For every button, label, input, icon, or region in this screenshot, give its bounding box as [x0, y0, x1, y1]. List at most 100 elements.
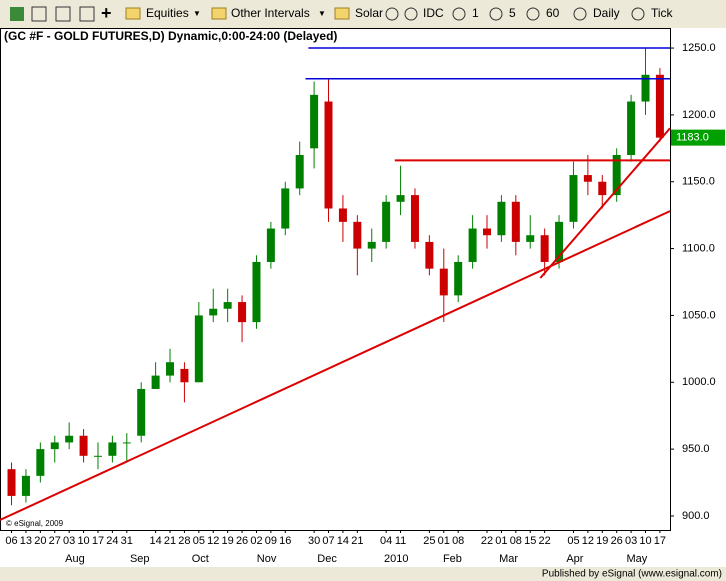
y-tick-label: 1150.0: [682, 176, 715, 188]
candle-body: [122, 442, 131, 444]
folder-icon: [211, 7, 227, 20]
candle-body: [598, 181, 607, 196]
month-label: May: [626, 553, 647, 565]
x-tick-label: 22: [481, 535, 493, 547]
x-tick-label: 14: [149, 535, 161, 547]
dropdown-arrow[interactable]: ▼: [318, 9, 326, 18]
candle-body: [655, 74, 664, 138]
candle-body: [324, 101, 333, 209]
x-tick-label: 04: [380, 535, 392, 547]
month-label: Dec: [317, 553, 337, 565]
month-label: Apr: [566, 553, 583, 565]
x-tick-label: 08: [510, 535, 522, 547]
folder-icon: [334, 7, 350, 20]
x-tick-label: 25: [423, 535, 435, 547]
y-tick-label: 900.0: [682, 510, 710, 522]
icon: [489, 7, 503, 21]
x-tick-label: 14: [337, 535, 349, 547]
candle-body: [396, 195, 405, 202]
candle-body: [555, 221, 564, 262]
menu[interactable]: Equities: [146, 6, 189, 20]
candle-body: [540, 235, 549, 262]
x-tick-label: 12: [582, 535, 594, 547]
icon[interactable]: [79, 6, 95, 22]
candle-body: [21, 475, 30, 496]
x-tick-label: 22: [539, 535, 551, 547]
icon[interactable]: +: [101, 3, 112, 23]
x-tick-label: 15: [524, 535, 536, 547]
candle-body: [569, 175, 578, 222]
x-tick-label: 03: [63, 535, 75, 547]
footer: Published by eSignal (www.esignal.com): [542, 569, 722, 580]
x-tick-label: 05: [567, 535, 579, 547]
x-tick-label: 21: [351, 535, 363, 547]
x-tick-label: 03: [625, 535, 637, 547]
candle-body: [627, 101, 636, 156]
icon[interactable]: [31, 6, 47, 22]
x-tick-label: 10: [639, 535, 651, 547]
candle-body: [209, 308, 218, 316]
candle-body: [382, 201, 391, 242]
month-label: Oct: [192, 553, 209, 565]
candle-body: [166, 362, 175, 376]
x-tick-label: 01: [438, 535, 450, 547]
candle-body: [50, 442, 59, 450]
month-label: Feb: [443, 553, 462, 565]
chart-title: (GC #F - GOLD FUTURES,D) Dynamic,0:00-24…: [4, 29, 337, 43]
icon[interactable]: [55, 6, 71, 22]
candle-body: [454, 261, 463, 296]
candle-body: [583, 175, 592, 182]
interval[interactable]: Tick: [651, 6, 674, 20]
icon[interactable]: [10, 7, 24, 21]
y-tick-label: 1000.0: [682, 376, 716, 388]
icon[interactable]: [385, 7, 399, 21]
candle-body: [483, 228, 492, 236]
x-tick-label: 27: [49, 535, 61, 547]
x-tick-label: 02: [250, 535, 262, 547]
trend-line: [539, 127, 671, 279]
dropdown-arrow[interactable]: ▼: [193, 9, 201, 18]
candle-body: [65, 435, 74, 443]
toolbar: [0, 0, 726, 28]
x-tick-label: 12: [207, 535, 219, 547]
x-tick-label: 17: [92, 535, 104, 547]
candle-body: [137, 388, 146, 436]
x-tick-label: 06: [5, 535, 17, 547]
interval[interactable]: 5: [509, 6, 516, 20]
x-tick-label: 10: [77, 535, 89, 547]
candle-body: [310, 94, 319, 149]
icon: [573, 7, 587, 21]
candle-body: [36, 449, 45, 476]
watermark: © eSignal, 2009: [6, 519, 64, 528]
x-tick-label: 09: [265, 535, 277, 547]
symbol[interactable]: IDC: [423, 6, 444, 20]
menu[interactable]: Other Intervals: [231, 6, 310, 20]
x-tick-label: 28: [178, 535, 190, 547]
candle-body: [266, 228, 275, 262]
interval[interactable]: Daily: [593, 6, 620, 20]
interval[interactable]: 1: [472, 6, 479, 20]
trend-line: [0, 210, 671, 521]
candle-body: [641, 74, 650, 102]
candle-body: [526, 235, 535, 242]
candle-body: [295, 155, 304, 189]
icon: [452, 7, 466, 21]
candle-body: [79, 435, 88, 456]
candle-body: [252, 261, 261, 323]
x-tick-label: 20: [34, 535, 46, 547]
last-price-label: 1183.0: [676, 132, 709, 144]
x-tick-label: 11: [395, 535, 406, 547]
plot-frame: [0, 28, 671, 531]
candle-body: [108, 442, 117, 456]
x-tick-label: 16: [279, 535, 291, 547]
candle-body: [612, 155, 621, 196]
x-tick-label: 19: [596, 535, 608, 547]
interval[interactable]: 60: [546, 6, 560, 20]
y-tick-label: 1250.0: [682, 42, 716, 54]
candle-body: [7, 469, 16, 496]
x-tick-label: 07: [322, 535, 334, 547]
x-tick-label: 26: [611, 535, 623, 547]
footer-bar: [0, 567, 726, 581]
last-price-box: [671, 129, 725, 146]
menu[interactable]: Solar: [355, 6, 383, 20]
